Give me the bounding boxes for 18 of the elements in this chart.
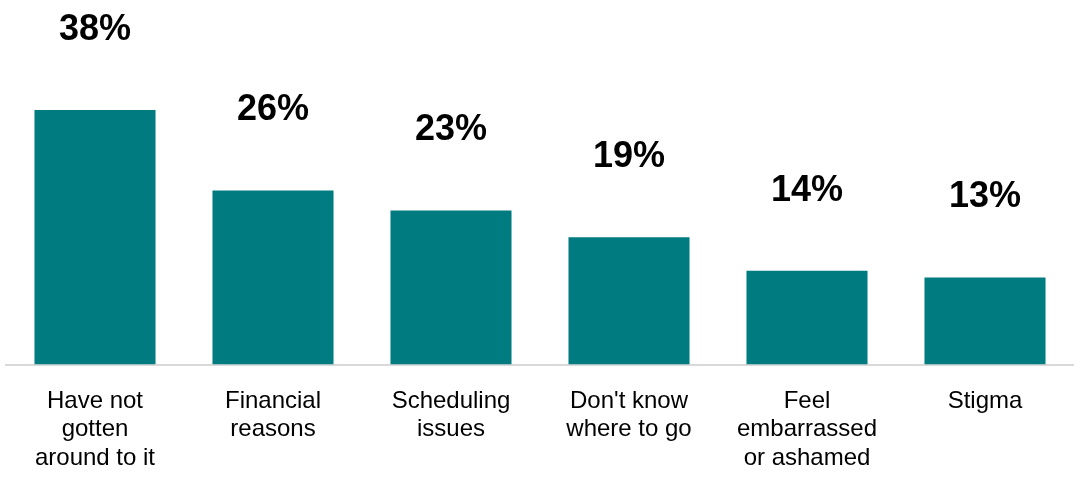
data-label: 14% — [770, 167, 844, 209]
x-tick-label: Feel embarrassed or ashamed — [736, 385, 878, 471]
x-tick-label: Have not gotten around to it — [34, 385, 156, 471]
data-label: 19% — [592, 134, 666, 176]
x-tick-label: Scheduling issues — [391, 385, 511, 442]
data-label: 26% — [236, 87, 310, 129]
bar — [212, 190, 334, 365]
bar — [390, 210, 512, 365]
data-label: 23% — [414, 107, 488, 149]
x-tick-label: Financial reasons — [224, 385, 322, 442]
data-label: 13% — [948, 174, 1022, 216]
bar — [746, 270, 868, 365]
bar — [568, 237, 690, 365]
bar — [34, 110, 156, 365]
x-tick-label: Don't know where to go — [565, 385, 692, 442]
x-tick-label: Stigma — [947, 385, 1023, 413]
data-label: 38% — [58, 6, 132, 48]
bar — [924, 277, 1046, 365]
